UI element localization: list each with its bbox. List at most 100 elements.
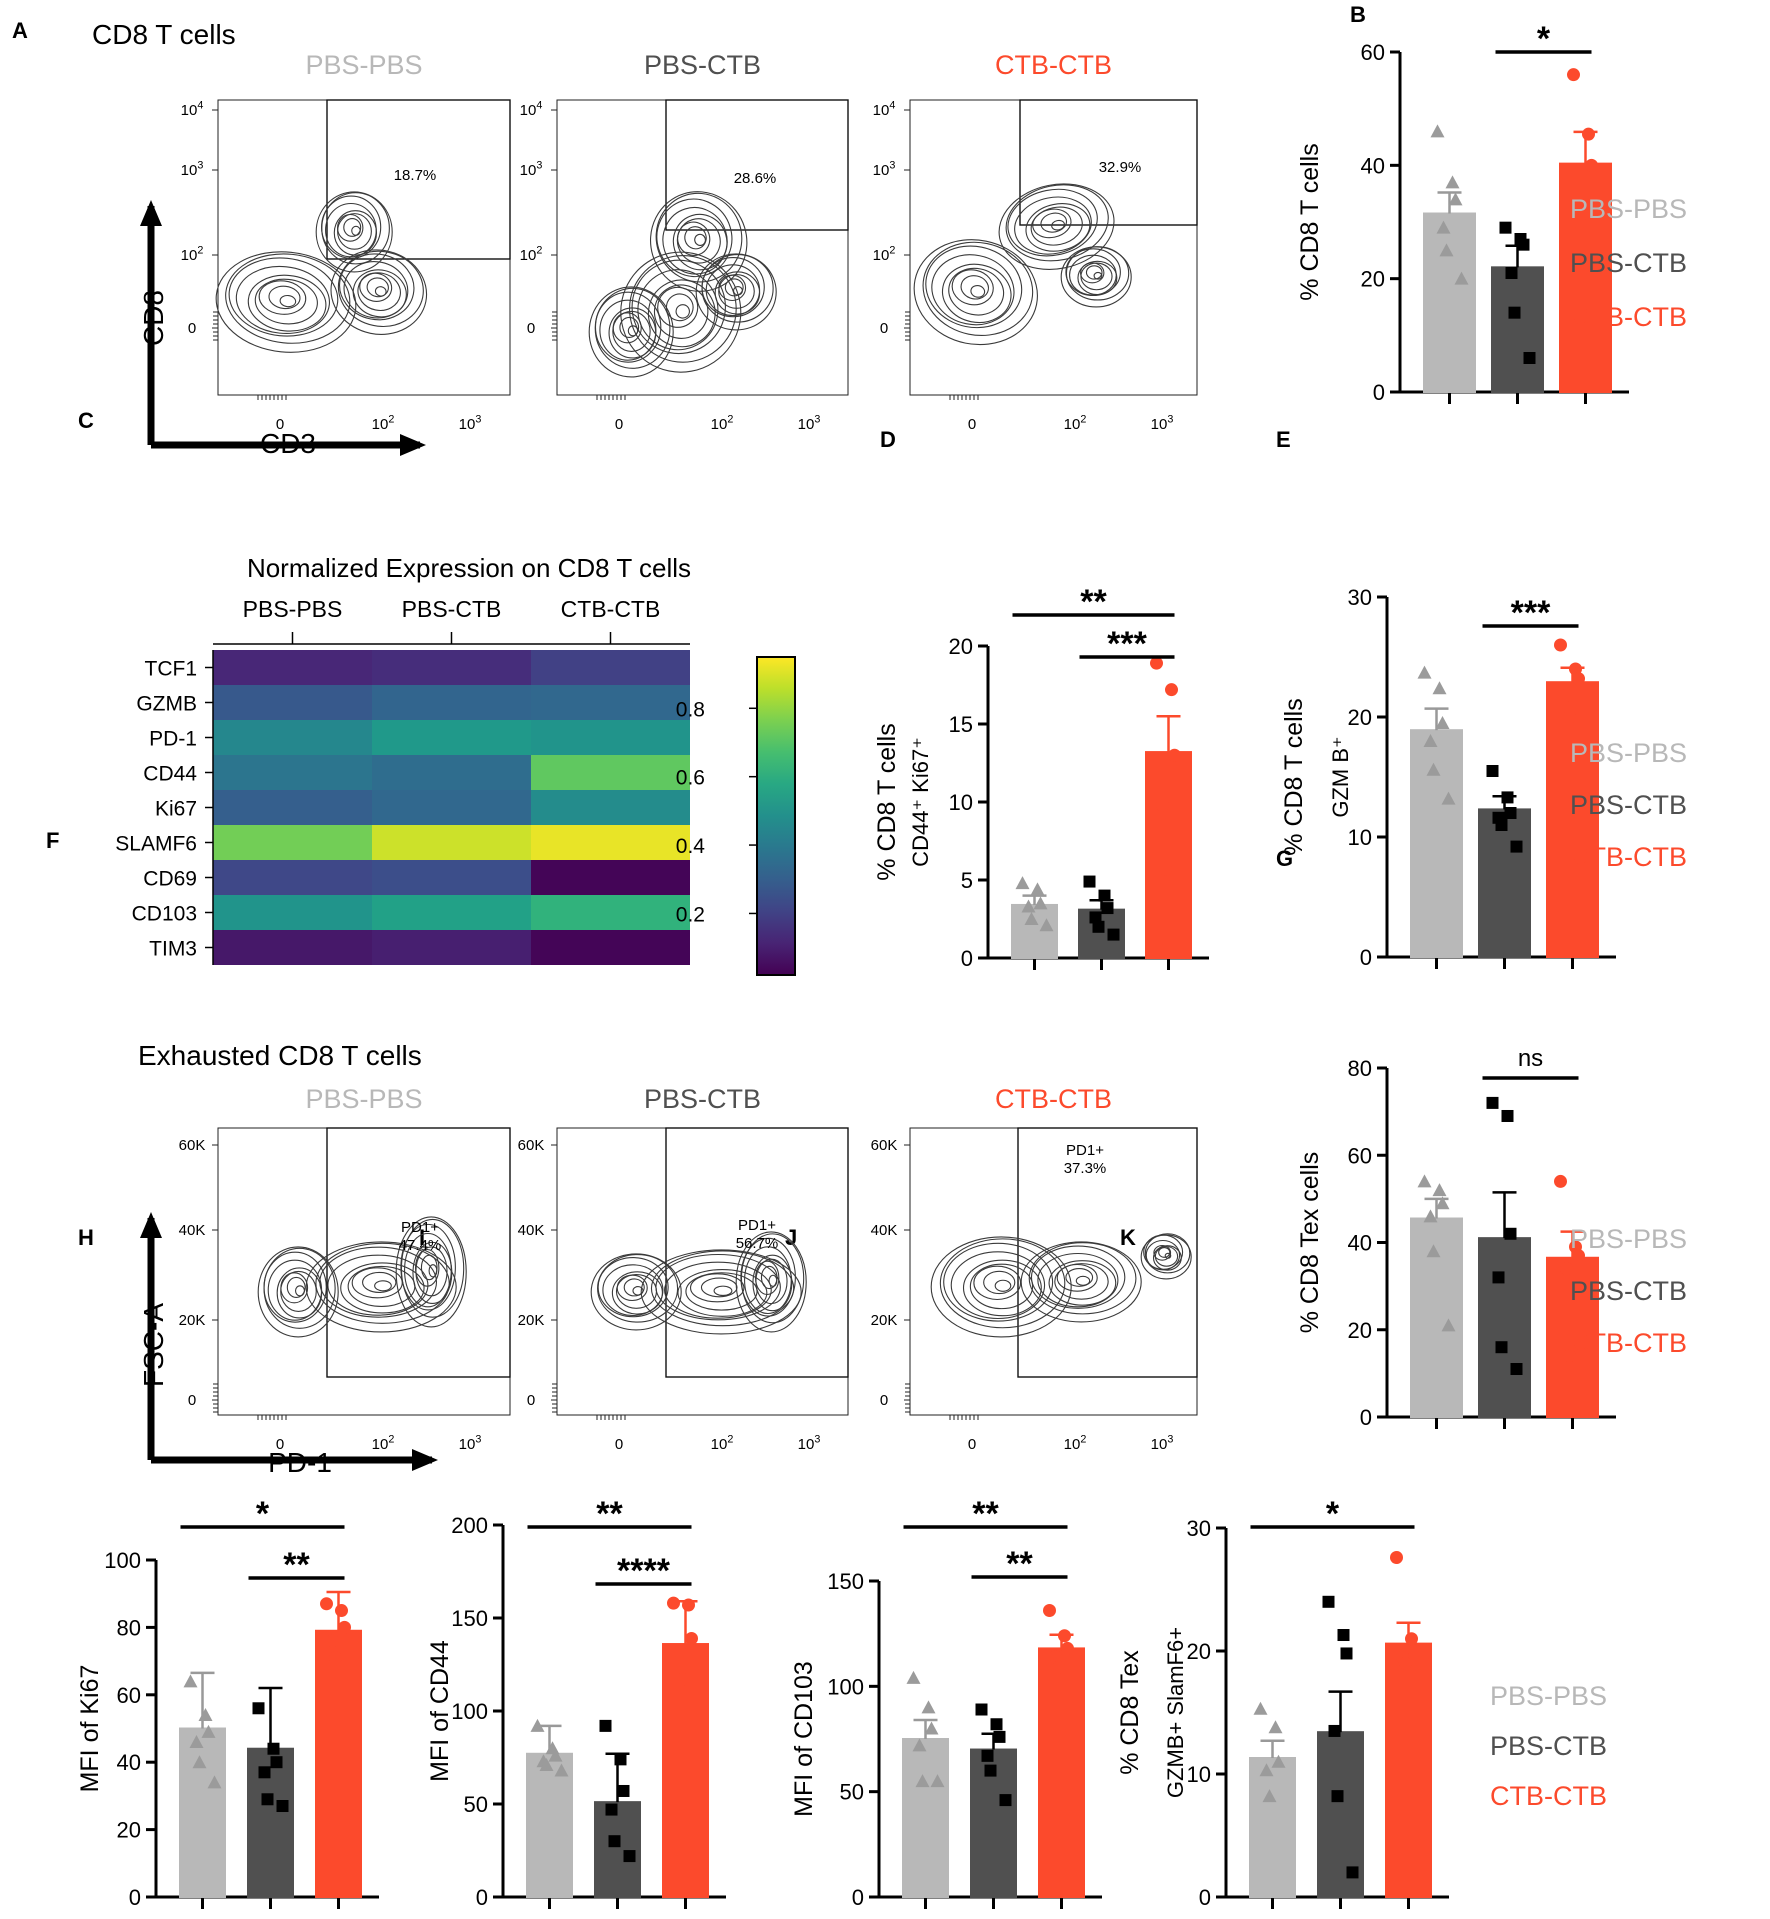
flow-gate-percent: PD1+ <box>401 1219 439 1236</box>
chart-i-y-tick-label: 50 <box>464 1792 488 1817</box>
chart-e-data-point <box>1572 672 1585 686</box>
flow-contour <box>665 293 694 322</box>
flow-gate-percent: 32.9% <box>1099 159 1142 176</box>
flow-contour <box>339 253 415 321</box>
chart-j-y-tick-label: 150 <box>827 1569 864 1594</box>
flow-contour <box>366 277 389 298</box>
flow-contour <box>257 1246 339 1338</box>
flow-x-tick: 102 <box>1064 1433 1087 1453</box>
flow-x-axis-label: PD-1 <box>268 1447 332 1478</box>
flow-x-tick: 103 <box>459 1433 482 1453</box>
flow-contour <box>1040 212 1068 233</box>
heatmap-row-label: CD44 <box>143 763 197 786</box>
chart-h-data-point <box>207 1775 222 1789</box>
chart-i-y-tick-label: 100 <box>451 1699 488 1724</box>
chart-e-y-label: % CD8 T cells <box>1280 698 1308 855</box>
chart-k-y-tick-label: 30 <box>1187 1516 1211 1541</box>
chart-k-data-point <box>1405 1632 1418 1646</box>
chart-j-bar-pbs-pbs <box>902 1738 949 1898</box>
chart-g-bar-pbs-pbs <box>1410 1217 1463 1418</box>
chart-g-data-point <box>1426 1244 1441 1258</box>
chart-e-y-label: GZM B⁺ <box>1328 736 1353 817</box>
flow-plot-frame <box>909 99 1198 396</box>
chart-j-data-point <box>990 1718 1003 1731</box>
flow-contour <box>374 286 387 297</box>
flow-x-tick: 0 <box>968 416 976 433</box>
chart-b-legend-pbs-ctb: PBS-CTB <box>1570 248 1687 278</box>
flow-contour <box>1158 1246 1171 1258</box>
flow-contour <box>327 1254 429 1316</box>
flow-contour <box>1028 1242 1137 1315</box>
flow-contour <box>612 310 651 352</box>
flow-x-tick: 102 <box>711 1433 734 1453</box>
chart-g-bar-ctb-ctb <box>1546 1256 1599 1419</box>
heatmap-cell <box>372 685 531 720</box>
chart-b-data-point <box>1576 266 1589 280</box>
chart-g-y-tick-label: 60 <box>1348 1143 1372 1168</box>
flow-contour <box>1056 1263 1098 1292</box>
chart-d-y-tick-label: 0 <box>961 946 973 971</box>
flow-y-tick: 0 <box>880 320 888 337</box>
chart-i-y-tick-label: 200 <box>451 1513 488 1538</box>
flow-group-label: CTB-CTB <box>995 1084 1112 1114</box>
flow-contour <box>343 217 362 237</box>
flow-contour <box>941 263 1012 324</box>
flow-x-arrow-head <box>412 1449 438 1471</box>
flow-contour <box>948 267 1005 316</box>
chart-b-legend-pbs-pbs: PBS-PBS <box>1570 194 1687 224</box>
heatmap-cell <box>213 790 372 825</box>
flow-contour <box>943 1242 1054 1322</box>
flow-y-tick: 40K <box>179 1222 206 1239</box>
chart-k-data-point <box>1331 1790 1344 1803</box>
flow-contour <box>755 1258 788 1305</box>
chart-j-y-label: MFI of CD103 <box>790 1661 818 1817</box>
chart-h-sig-label: ** <box>283 1546 310 1584</box>
chart-j-sig-label: ** <box>1006 1545 1033 1583</box>
flow-y-tick: 20K <box>179 1312 206 1329</box>
flow-y-tick: 60K <box>179 1137 206 1154</box>
flow-contour <box>960 275 990 300</box>
chart-g-legend-pbs-pbs: PBS-PBS <box>1570 1224 1687 1254</box>
flow-contour <box>400 1218 465 1318</box>
chart-h-data-point <box>329 1651 342 1665</box>
chart-k-data-point <box>1390 1551 1403 1565</box>
heatmap-cell <box>213 685 372 720</box>
chart-d-data-point <box>1150 656 1163 670</box>
chart-g-y-tick-label: 40 <box>1348 1231 1372 1256</box>
chart-h-data-point <box>320 1597 333 1611</box>
heatmap-cell <box>213 895 372 930</box>
heatmap-cell <box>531 895 690 930</box>
flow-x-tick: 103 <box>1151 1433 1174 1453</box>
chart-e-bar-pbs-pbs <box>1410 729 1463 959</box>
chart-k-data-point <box>1340 1647 1353 1660</box>
chart-j-data-point <box>912 1738 927 1752</box>
chart-b-y-tick-label: 60 <box>1361 40 1385 65</box>
chart-b-data-point <box>1499 221 1512 234</box>
heatmap-cell <box>372 930 531 965</box>
flow-contour <box>690 1273 745 1303</box>
flow-group-label: PBS-PBS <box>305 1084 422 1114</box>
flow-contour <box>415 1246 448 1297</box>
chart-h-data-point <box>198 1708 213 1722</box>
colorbar-tick-label: 0.6 <box>676 767 705 790</box>
chart-g-data-point <box>1423 1209 1438 1223</box>
chart-j-data-point <box>975 1703 988 1716</box>
flow-contour <box>597 1253 679 1323</box>
flow-contour <box>404 1232 452 1308</box>
chart-i-sig-label: ** <box>596 1495 623 1533</box>
flow-contour <box>1080 262 1105 284</box>
flow-contour <box>969 1263 1034 1310</box>
chart-k-y-tick-label: 0 <box>1199 1885 1211 1910</box>
flow-contour <box>1030 206 1083 246</box>
flow-y-arrow-head <box>140 1212 162 1238</box>
chart-e-y-tick-label: 20 <box>1348 705 1372 730</box>
flow-y-tick: 103 <box>873 159 896 179</box>
flow-contour <box>599 299 657 361</box>
flow-contour <box>962 1259 1042 1317</box>
chart-b-bar-pbs-ctb <box>1491 266 1544 394</box>
panel-letter-g: G <box>1276 846 1293 871</box>
flow-contour <box>740 1237 796 1317</box>
flow-contour <box>305 1241 457 1333</box>
flow-x-tick: 103 <box>1151 413 1174 433</box>
flow-contour <box>684 226 707 250</box>
